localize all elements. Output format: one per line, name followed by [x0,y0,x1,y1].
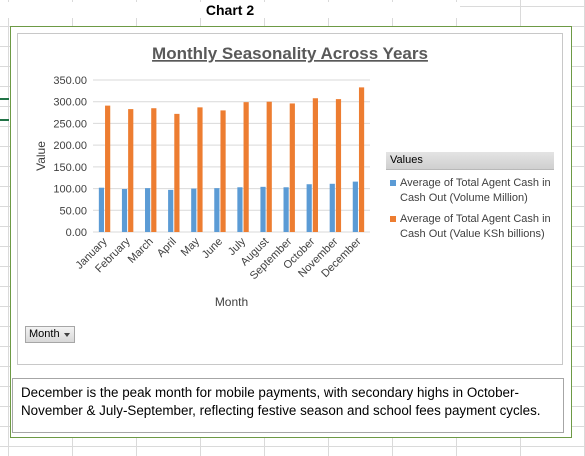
bar-value-december [358,87,365,232]
bar-value-april [174,113,180,232]
y-tick-label: 50.00 [59,205,87,217]
month-field-button[interactable]: Month [25,326,75,343]
dropdown-arrow-icon[interactable] [64,333,70,337]
bar-value-may [197,107,203,232]
chart-title: Monthly Seasonality Across Years [152,44,428,63]
y-tick-label: 0.00 [66,227,87,239]
bar-value-june [220,110,226,232]
legend-entry-value[interactable]: Average of Total Agent Cash in Cash Out … [386,212,554,242]
bar-volume-march [145,188,151,232]
bar-value-october [312,98,318,233]
legend-entry-volume[interactable]: Average of Total Agent Cash in Cash Out … [386,176,554,206]
y-tick-label: 200.00 [53,140,87,152]
sheet-title: Chart 2 [0,2,460,18]
bar-chart[interactable]: Monthly Seasonality Across Years 0.00 50.0… [18,34,564,324]
bar-volume-august [260,186,266,232]
insight-note-text: December is the peak month for mobile pa… [21,385,541,418]
bar-value-february [128,109,134,232]
legend-swatch-value [390,216,396,222]
y-tick-label: 350.00 [53,75,87,87]
bar-value-september [289,103,295,232]
x-tick-label: June [200,236,225,261]
y-tick-label: 300.00 [53,97,87,109]
legend-swatch-volume [390,180,396,186]
y-tick-label: 150.00 [53,162,87,174]
bar-value-march [151,108,157,232]
insight-note: December is the peak month for mobile pa… [12,378,564,433]
bar-value-january [105,105,111,232]
bar-volume-december [352,181,358,232]
bar-volume-november [329,183,335,232]
y-tick-label: 250.00 [53,118,87,130]
row-selection-marker [0,119,9,121]
legend-header: Values [386,152,554,170]
x-axis-title: Month [215,295,248,309]
bar-volume-july [237,187,243,232]
x-tick-label: April [155,236,179,260]
bar-volume-october [306,184,312,232]
y-axis-title: Value [34,141,48,171]
month-field-label: Month [29,328,60,340]
chart-area[interactable]: Monthly Seasonality Across Years 0.00 50.0… [17,33,563,365]
legend-label-value: Average of Total Agent Cash in Cash Out … [400,213,551,240]
bar-volume-may [191,188,197,232]
row-selection-marker [0,98,9,100]
y-tick-label: 100.00 [53,184,87,196]
bar-volume-september [283,187,289,232]
chart-legend[interactable]: Values Average of Total Agent Cash in Ca… [386,152,554,242]
bar-volume-june [214,188,220,232]
bar-value-july [243,102,249,232]
bar-value-november [335,99,342,232]
legend-label-volume: Average of Total Agent Cash in Cash Out … [400,177,551,204]
bar-value-august [266,101,272,232]
x-tick-label: March [126,236,156,266]
bar-volume-april [168,189,174,232]
bar-volume-january [98,187,105,232]
x-tick-label: May [179,235,203,259]
bar-volume-february [121,189,128,232]
